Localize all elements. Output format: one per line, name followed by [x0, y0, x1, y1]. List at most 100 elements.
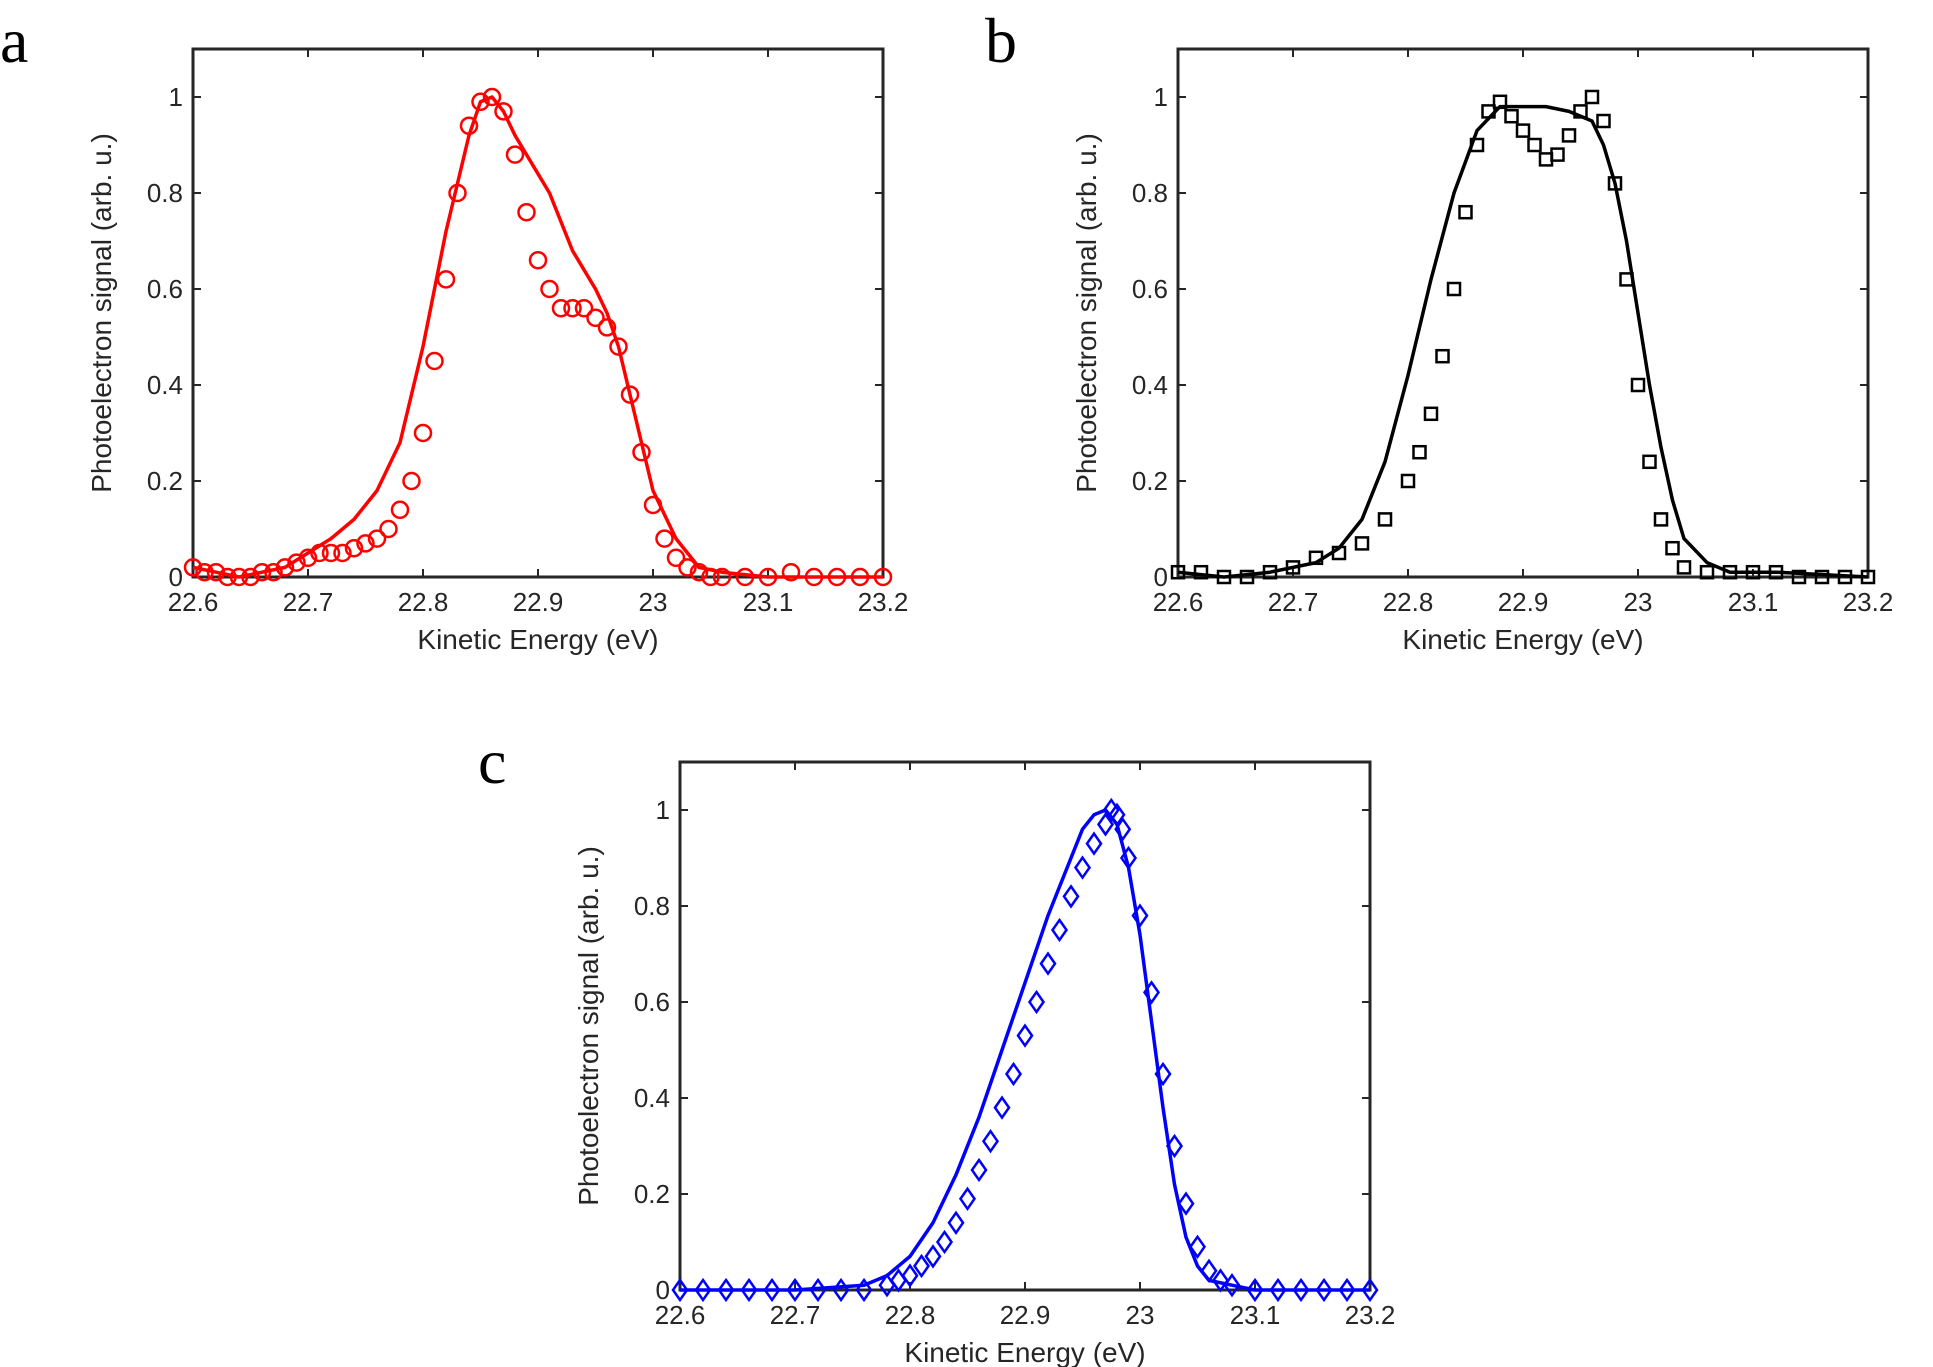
data-point-diamond [970, 1157, 988, 1183]
chart-panel-b: 22.6 22.7 22.8 22.9 23 23.1 23.2 0 0.2 0.4 0.6 0.8 1… [1071, 47, 1894, 655]
data-point-square [1262, 564, 1278, 580]
data-point-circle [482, 87, 502, 107]
data-point-diamond [763, 1277, 781, 1303]
x-tick-label: 23 [1126, 1300, 1155, 1330]
data-point-diamond [1211, 1268, 1230, 1293]
data-point-square [1642, 454, 1657, 470]
data-point-square [1538, 152, 1554, 167]
data-point-diamond [1062, 884, 1080, 909]
data-point-circle [183, 558, 203, 577]
data-point-circle [206, 562, 226, 582]
y-tick-label: 1 [1154, 82, 1168, 112]
data-point-circle [275, 558, 295, 577]
data-point-diamond [786, 1277, 804, 1303]
data-point-diamond [1177, 1191, 1195, 1216]
data-point-square [1216, 569, 1232, 585]
x-tick-label: 22.7 [770, 1300, 821, 1330]
data-point-circle [632, 442, 651, 462]
data-point-circle [494, 102, 513, 121]
data-point-circle [586, 308, 605, 328]
y-tick-label: 0.4 [634, 1083, 670, 1113]
x-tick-label: 22.7 [283, 587, 334, 617]
data-point-diamond [981, 1129, 1000, 1154]
y-tick-label: 0.6 [147, 274, 183, 304]
y-tick-label: 0.2 [1132, 466, 1168, 496]
x-tick-label: 22.8 [1383, 587, 1434, 617]
x-axis-label: Kinetic Energy (eV) [417, 624, 658, 655]
data-point-square [1423, 406, 1439, 422]
data-point-circle [517, 202, 536, 222]
y-tick-label: 0.8 [634, 891, 670, 921]
data-point-circle [505, 145, 525, 164]
y-tick-label: 0.6 [634, 987, 670, 1017]
data-point-circle [344, 538, 364, 558]
x-tick-label: 22.9 [1000, 1300, 1051, 1330]
data-point-diamond [671, 1277, 689, 1303]
data-point-circle [264, 562, 283, 582]
data-point-circle [241, 567, 260, 587]
data-point-diamond [1108, 802, 1126, 827]
data-point-square [1400, 473, 1416, 489]
data-point-diamond [1142, 980, 1161, 1005]
data-point-diamond [694, 1277, 712, 1303]
data-point-diamond [855, 1277, 873, 1303]
x-tick-label: 22.8 [885, 1300, 936, 1330]
data-point-square [1435, 348, 1450, 364]
x-tick-label: 23.1 [1728, 587, 1779, 617]
data-point-circle [402, 471, 421, 491]
data-point-diamond [901, 1263, 919, 1288]
data-point-square [1596, 113, 1611, 129]
x-tick-label: 22.9 [513, 587, 564, 617]
data-point-diamond [1131, 903, 1149, 928]
x-tick-label: 22.7 [1268, 587, 1319, 617]
data-point-circle [528, 250, 548, 270]
data-point-circle [597, 318, 617, 337]
data-point-square [1665, 540, 1680, 556]
data-point-square [1446, 281, 1462, 297]
data-point-square [1469, 137, 1485, 153]
data-point-square [1412, 444, 1427, 460]
x-tick-label: 23.2 [858, 587, 909, 617]
data-point-diamond [1338, 1277, 1356, 1303]
data-point-square [1653, 512, 1669, 527]
data-point-circle [310, 543, 329, 563]
data-point-diamond [1096, 812, 1115, 837]
data-point-square [1550, 147, 1565, 162]
data-point-circle [298, 548, 318, 568]
data-point-diamond [1269, 1277, 1287, 1303]
data-point-circle [574, 298, 594, 318]
data-point-circle [287, 553, 306, 572]
data-point-diamond [1154, 1061, 1172, 1087]
x-tick-label: 23 [639, 587, 668, 617]
data-point-square [1458, 204, 1473, 220]
data-point-diamond [740, 1277, 758, 1303]
chart-panel-c: 22.6 22.7 22.8 22.9 23 23.1 23.2 0 0.2 0.4 0.6 0.8 1… [573, 760, 1395, 1367]
data-point-circle [321, 543, 341, 563]
y-tick-label: 0.4 [1132, 370, 1168, 400]
data-point-diamond [1165, 1133, 1184, 1159]
y-tick-label: 0.8 [1132, 178, 1168, 208]
x-tick-label: 22.8 [398, 587, 449, 617]
y-axis-label: Photoelectron signal (arb. u.) [1071, 133, 1102, 493]
x-tick-label: 22.9 [1498, 587, 1549, 617]
x-axis-label: Kinetic Energy (eV) [1402, 624, 1643, 655]
data-point-diamond [1223, 1273, 1241, 1298]
data-point-diamond [1200, 1258, 1218, 1283]
data-point-circle [436, 270, 456, 289]
series-line [192, 95, 883, 579]
x-tick-label: 23.2 [1843, 587, 1894, 617]
data-point-diamond [809, 1277, 827, 1303]
y-tick-label: 0.6 [1132, 274, 1168, 304]
data-point-circle [425, 351, 444, 371]
data-point-diamond [912, 1253, 931, 1279]
data-point-circle [735, 567, 755, 587]
data-point-square [1331, 545, 1347, 561]
y-axis-label: Photoelectron signal (arb. u.) [573, 846, 604, 1206]
axes-box [1176, 47, 1870, 579]
data-point-diamond [935, 1229, 954, 1255]
data-point-diamond [1085, 831, 1103, 856]
data-point-circle [655, 529, 674, 548]
data-point-diamond [1073, 855, 1092, 880]
data-point-circle [850, 567, 870, 587]
